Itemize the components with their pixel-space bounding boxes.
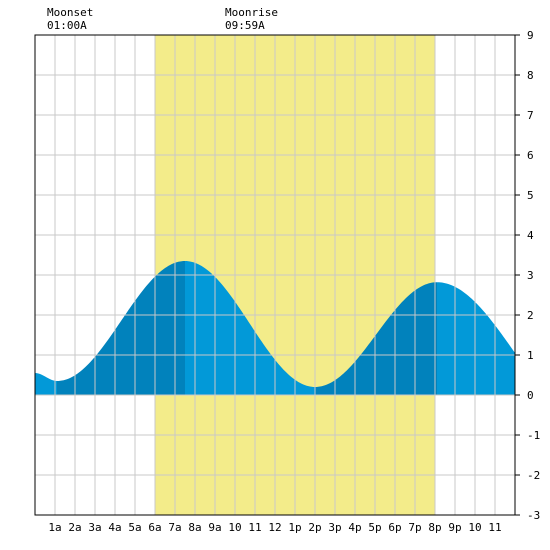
y-tick-label: 0 xyxy=(527,389,534,402)
x-tick-label: 11 xyxy=(248,521,261,534)
x-tick-label: 5p xyxy=(368,521,381,534)
tide-area-rising xyxy=(315,282,437,395)
y-tick-label: 8 xyxy=(527,69,534,82)
y-tick-label: -3 xyxy=(527,509,540,522)
x-tick-label: 6a xyxy=(148,521,161,534)
x-tick-label: 10 xyxy=(468,521,481,534)
x-tick-label: 2a xyxy=(68,521,81,534)
y-tick-label: 9 xyxy=(527,29,534,42)
y-tick-label: 5 xyxy=(527,189,534,202)
y-tick-label: 3 xyxy=(527,269,534,282)
x-tick-label: 2p xyxy=(308,521,321,534)
y-tick-label: 1 xyxy=(527,349,534,362)
tide-area-falling xyxy=(35,373,57,395)
y-tick-label: -1 xyxy=(527,429,540,442)
x-tick-label: 4a xyxy=(108,521,121,534)
x-tick-label: 7p xyxy=(408,521,421,534)
tide-area-falling xyxy=(185,261,315,395)
x-tick-label: 6p xyxy=(388,521,401,534)
moon-event-time: 01:00A xyxy=(47,19,87,32)
y-tick-label: 6 xyxy=(527,149,534,162)
x-tick-label: 1a xyxy=(48,521,61,534)
y-tick-label: 7 xyxy=(527,109,534,122)
x-tick-label: 10 xyxy=(228,521,241,534)
moon-event-label: Moonrise xyxy=(225,6,278,19)
x-tick-label: 9p xyxy=(448,521,461,534)
moon-event-time: 09:59A xyxy=(225,19,265,32)
y-tick-label: 2 xyxy=(527,309,534,322)
x-tick-label: 7a xyxy=(168,521,181,534)
moon-event-label: Moonset xyxy=(47,6,93,19)
x-tick-label: 1p xyxy=(288,521,301,534)
y-tick-label: -2 xyxy=(527,469,540,482)
x-tick-label: 9a xyxy=(208,521,221,534)
x-tick-label: 8p xyxy=(428,521,441,534)
x-tick-label: 11 xyxy=(488,521,501,534)
x-tick-label: 4p xyxy=(348,521,361,534)
x-tick-label: 8a xyxy=(188,521,201,534)
tide-area-rising xyxy=(57,261,185,395)
x-tick-label: 12 xyxy=(268,521,281,534)
x-tick-label: 3p xyxy=(328,521,341,534)
y-tick-label: 4 xyxy=(527,229,534,242)
x-tick-label: 3a xyxy=(88,521,101,534)
x-tick-label: 5a xyxy=(128,521,141,534)
